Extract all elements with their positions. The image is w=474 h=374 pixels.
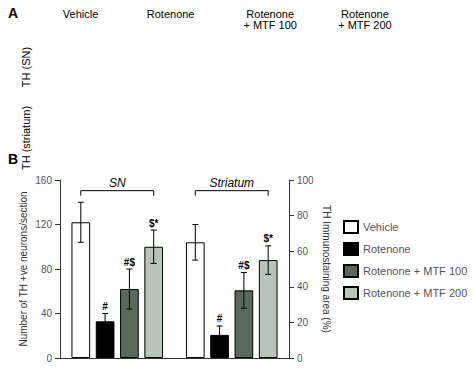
- svg-text:TH (SN): TH (SN): [20, 47, 32, 87]
- svg-text:TH (striatum): TH (striatum): [20, 106, 32, 170]
- svg-text:20: 20: [297, 317, 309, 328]
- svg-text:#: #: [217, 313, 223, 324]
- svg-text:Vehicle: Vehicle: [363, 221, 398, 233]
- svg-text:0: 0: [46, 353, 52, 364]
- svg-text:Rotenone: Rotenone: [147, 8, 195, 20]
- svg-text:Rotenone: Rotenone: [363, 243, 411, 255]
- svg-text:B: B: [8, 151, 18, 167]
- svg-text:0: 0: [297, 353, 303, 364]
- svg-text:100: 100: [297, 175, 314, 186]
- svg-text:40: 40: [41, 308, 53, 319]
- svg-text:80: 80: [41, 264, 53, 275]
- svg-text:Vehicle: Vehicle: [63, 8, 98, 20]
- svg-text:#$: #$: [238, 260, 250, 271]
- svg-text:Rotenone + MTF 200: Rotenone + MTF 200: [363, 287, 467, 299]
- svg-text:160: 160: [35, 175, 52, 186]
- svg-text:+ MTF 200: + MTF 200: [338, 19, 392, 31]
- svg-text:60: 60: [297, 246, 309, 257]
- svg-text:SN: SN: [109, 176, 126, 190]
- svg-text:Rotenone + MTF 100: Rotenone + MTF 100: [363, 265, 467, 277]
- svg-text:Rotenone: Rotenone: [341, 7, 389, 20]
- svg-text:+ MTF 100: + MTF 100: [243, 19, 297, 31]
- svg-text:#$: #$: [124, 257, 136, 268]
- svg-text:$*: $*: [149, 218, 159, 229]
- svg-text:Striatum: Striatum: [209, 176, 254, 190]
- svg-text:Rotenone: Rotenone: [246, 7, 294, 20]
- svg-text:A: A: [8, 5, 18, 21]
- svg-text:#: #: [102, 301, 108, 312]
- svg-text:$*: $*: [263, 233, 273, 244]
- svg-text:40: 40: [297, 281, 309, 292]
- svg-text:120: 120: [35, 219, 52, 230]
- svg-text:80: 80: [297, 210, 309, 221]
- svg-text:Number of TH +ve neurons/secti: Number of TH +ve neurons/section: [18, 191, 29, 346]
- svg-text:TH Immunostaining area (%): TH Immunostaining area (%): [321, 205, 332, 333]
